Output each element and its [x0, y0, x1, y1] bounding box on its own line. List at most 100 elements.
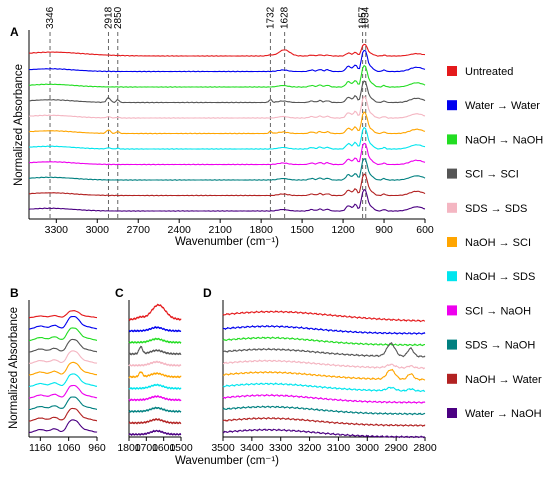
legend-label-untreated: Untreated	[465, 66, 513, 78]
legend-swatch-naoh-water	[447, 373, 457, 384]
panel-b-series-sci-naoh	[28, 384, 98, 399]
panel-a-series-sci-sci	[28, 80, 426, 104]
panel-a-series-sci-naoh	[28, 142, 426, 166]
panel-d-tick-label: 2800	[413, 442, 437, 454]
panel-b-series-water-naoh	[28, 419, 98, 433]
peak-label-1057: 1057	[358, 6, 369, 29]
panel-a-series-naoh-sci	[28, 111, 426, 135]
panel-a-label: A	[10, 25, 19, 39]
legend-label-sci-naoh: SCI → NaOH	[465, 305, 531, 317]
panel-c-tick-label: 1800	[117, 442, 141, 454]
legend-label-water-naoh: Water → NaOH	[465, 408, 542, 420]
panel-c-tick-label: 1700	[135, 442, 159, 454]
panel-d-series-sds-sds	[223, 359, 426, 370]
panel-d-tick-label: 3200	[298, 442, 322, 454]
panel-b-series-naoh-water	[28, 407, 97, 422]
panel-d-tick-label: 3300	[269, 442, 293, 454]
legend-label-water-water: Water → Water	[465, 100, 540, 112]
panel-b-series-untreated	[29, 310, 97, 319]
peak-label-2918: 2918	[103, 6, 114, 29]
panel-a-series-water-water	[28, 49, 426, 73]
panel-b-series-naoh-sci	[28, 361, 97, 376]
panel-a-y-axis-label: Normalized Absorbance	[13, 64, 25, 186]
panel-d-series-naoh-naoh	[222, 336, 425, 347]
panel-b-series-sds-sds	[28, 350, 98, 364]
panel-b-tick-label: 1160	[29, 442, 52, 454]
panel-c-series-water-naoh	[128, 429, 182, 437]
panel-c-series-untreated	[128, 303, 182, 322]
panel-a-tick-label: 1800	[249, 224, 273, 236]
panel-a-tick-label: 900	[375, 224, 393, 236]
panel-a-tick-label: 1200	[331, 224, 355, 236]
panel-c-series-sds-sds	[128, 360, 182, 367]
peak-label-3346: 3346	[45, 6, 56, 29]
panel-b-y-axis-label: Normalized Absorbance	[8, 307, 20, 429]
panel-a-tick-label: 3000	[86, 224, 110, 236]
panel-b-series-naoh-sds	[29, 373, 97, 388]
panel-d-series-naoh-sci	[222, 368, 426, 382]
panel-a-series-sds-sds	[28, 95, 426, 119]
legend-label-naoh-water: NaOH → Water	[465, 374, 542, 386]
legend-label-naoh-naoh: NaOH → NaOH	[465, 134, 543, 146]
panel-d-series-untreated	[222, 310, 425, 323]
panel-c-series-naoh-sds	[128, 383, 182, 391]
panel-c-label: C	[115, 286, 124, 300]
panel-c-series-naoh-sci	[128, 371, 182, 379]
panel-d-series-water-water	[222, 324, 426, 336]
panel-b-tick-label: 1060	[57, 442, 81, 454]
panel-d-series-water-naoh	[222, 428, 426, 439]
panel-d-x-axis-label: Wavenumber (cm⁻¹)	[175, 455, 279, 467]
panel-d-series-naoh-sds	[222, 382, 426, 393]
legend-label-sds-sds: SDS → SDS	[465, 203, 527, 215]
legend-swatch-sds-sds	[447, 202, 457, 213]
panel-a-tick-label: 1500	[290, 224, 314, 236]
legend-swatch-sci-sci	[447, 168, 457, 179]
panel-d-tick-label: 3400	[240, 442, 264, 454]
panel-b-tick-label: 960	[88, 442, 106, 454]
panel-c-series-water-water	[128, 325, 182, 333]
panel-a-tick-label: 2700	[127, 224, 151, 236]
panel-d-label: D	[203, 286, 212, 300]
panel-d-tick-label: 3100	[327, 442, 351, 454]
legend-swatch-naoh-sci	[447, 237, 457, 247]
peak-label-1732: 1732	[265, 6, 276, 29]
legend-swatch-untreated	[447, 66, 457, 76]
panel-c-series-naoh-water	[128, 418, 182, 425]
panel-b-series-sds-naoh	[29, 396, 97, 411]
panel-d-tick-label: 3500	[211, 442, 235, 454]
panel-d-series-sci-naoh	[222, 393, 426, 404]
panel-a-series-naoh-naoh	[28, 64, 426, 88]
panel-a-series-sds-naoh	[29, 157, 426, 181]
peak-label-1628: 1628	[280, 6, 291, 29]
panel-d-tick-label: 2900	[384, 442, 408, 454]
panel-c-tick-label: 1500	[169, 442, 193, 454]
panel-b-series-water-water	[28, 315, 98, 330]
legend-swatch-naoh-sds	[447, 271, 457, 282]
panel-a-x-axis-label: Wavenumber (cm⁻¹)	[175, 236, 279, 248]
panel-c-series-sci-sci	[128, 345, 182, 356]
panel-b-series-naoh-naoh	[29, 327, 97, 342]
panel-a-series-naoh-water	[28, 173, 426, 197]
panel-a-tick-label: 600	[416, 224, 434, 236]
panel-a-tick-label: 2400	[168, 224, 192, 236]
panel-a-tick-label: 2100	[208, 224, 232, 236]
panel-a-series-untreated	[28, 43, 426, 57]
peak-label-1034: 1034	[361, 6, 372, 29]
panel-b-series-sci-sci	[29, 338, 98, 353]
panel-d-series-naoh-water	[222, 416, 426, 427]
legend-label-sci-sci: SCI → SCI	[465, 169, 519, 181]
legend-label-sds-naoh: SDS → NaOH	[465, 340, 535, 352]
legend-swatch-sds-naoh	[447, 339, 457, 350]
panel-b-label: B	[10, 286, 19, 300]
peak-label-2850: 2850	[113, 6, 124, 29]
panel-a-tick-label: 3300	[45, 224, 69, 236]
legend-swatch-water-water	[447, 100, 457, 111]
legend-swatch-sci-naoh	[447, 305, 457, 316]
legend-label-naoh-sci: NaOH → SCI	[465, 237, 531, 249]
legend-swatch-water-naoh	[447, 408, 457, 418]
panel-c-tick-label: 1600	[152, 442, 176, 454]
panel-d-tick-label: 3000	[356, 442, 380, 454]
panel-d-series-sci-sci	[222, 342, 426, 358]
panel-d-series-sds-naoh	[222, 405, 426, 416]
